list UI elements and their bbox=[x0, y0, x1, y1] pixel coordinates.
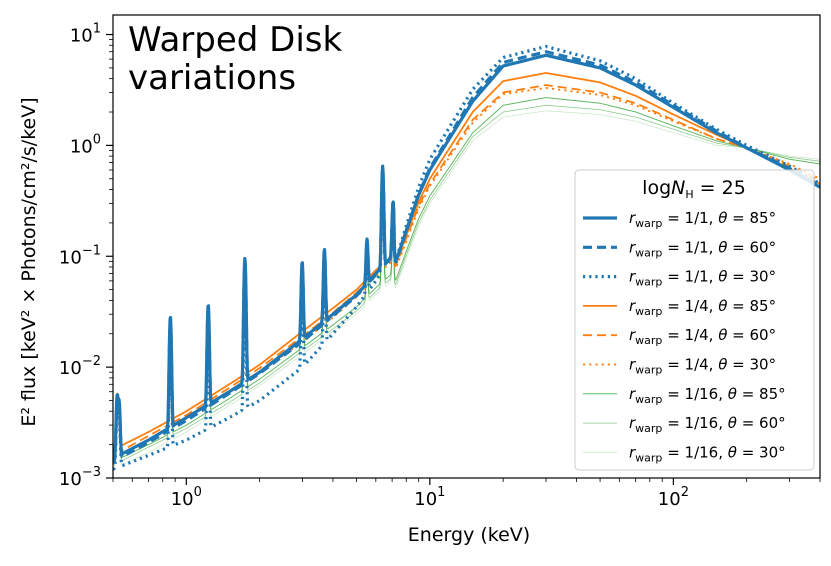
y-tick-label: 10−1 bbox=[59, 243, 101, 268]
legend-label-3: rwarp = 1/1, θ = 30° bbox=[629, 268, 776, 289]
chart-title-line-1: Warped Disk bbox=[128, 20, 342, 60]
legend-label-5: rwarp = 1/4, θ = 60° bbox=[629, 326, 776, 347]
ticks-layer: 100 101 102 10−3 10−2 10−1 100 101 bbox=[59, 22, 821, 510]
series-line-5 bbox=[113, 84, 820, 457]
plot-frame bbox=[112, 14, 821, 479]
legend-label-7: rwarp = 1/16, θ = 85° bbox=[629, 385, 786, 406]
legend-label-9: rwarp = 1/16, θ = 30° bbox=[629, 443, 786, 464]
y-tick-label: 101 bbox=[70, 22, 101, 47]
legend: logNH = 25 rwarp = 1/1, θ = 85°rwarp = 1… bbox=[574, 169, 815, 471]
legend-label-4: rwarp = 1/4, θ = 85° bbox=[629, 297, 776, 318]
series-layer bbox=[113, 44, 820, 471]
x-tick-label: 100 bbox=[171, 485, 202, 510]
legend-label-6: rwarp = 1/4, θ = 30° bbox=[629, 356, 776, 377]
series-line-1 bbox=[113, 53, 820, 460]
series-line-8 bbox=[113, 104, 820, 466]
legend-box bbox=[574, 169, 815, 471]
series-line-9 bbox=[113, 110, 820, 470]
chart-title-line-2: variations bbox=[128, 58, 296, 98]
x-tick-label: 102 bbox=[658, 485, 689, 510]
y-tick-label: 10−3 bbox=[59, 465, 101, 490]
legend-entries: rwarp = 1/1, θ = 85° rwarp = 1/1, θ = 60°… bbox=[583, 209, 786, 464]
legend-title: logNH = 25 bbox=[642, 177, 746, 201]
legend-label-2: rwarp = 1/1, θ = 60° bbox=[629, 238, 776, 259]
x-tick-label: 101 bbox=[414, 485, 445, 510]
y-tick-label: 100 bbox=[70, 132, 101, 157]
series-line-7 bbox=[113, 97, 820, 463]
series-line-4 bbox=[113, 72, 820, 451]
series-line-2 bbox=[113, 50, 820, 464]
y-axis-label: E² flux [keV² × Photons/cm²/s/keV] bbox=[18, 97, 40, 426]
x-axis-label: Energy (keV) bbox=[408, 524, 530, 546]
legend-label-1: rwarp = 1/1, θ = 85° bbox=[629, 209, 776, 230]
y-tick-label: 10−2 bbox=[59, 354, 101, 379]
legend-label-8: rwarp = 1/16, θ = 60° bbox=[629, 414, 786, 435]
